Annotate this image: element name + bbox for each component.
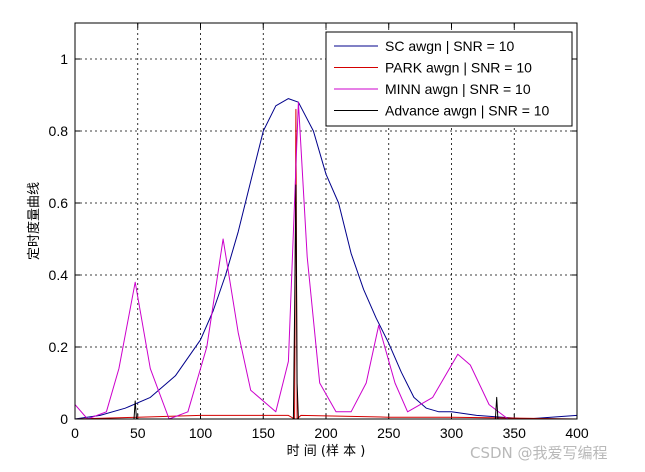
x-tick-label: 250 <box>377 425 401 441</box>
y-tick-label: 0 <box>60 411 68 427</box>
legend-label: MINN awgn | SNR = 10 <box>385 81 531 97</box>
x-tick-label: 0 <box>71 425 79 441</box>
series-line-2 <box>74 101 577 420</box>
watermark-text: CSDN @我爱写编程 <box>470 444 608 462</box>
axis-ticks: 0 50 100 150 200 250 300 350 400 0 0.2 0.4 0.6 0.8 1 <box>49 23 589 441</box>
x-tick-label: 50 <box>130 425 146 441</box>
y-axis-label: 定时度量曲线 <box>26 182 42 260</box>
x-tick-label: 150 <box>252 425 276 441</box>
legend: SC awgn | SNR = 10 PARK awgn | SNR = 10 MI… <box>325 31 573 127</box>
series-line-3 <box>75 184 577 420</box>
x-tick-label: 300 <box>440 425 464 441</box>
y-tick-label: 0.4 <box>49 267 69 283</box>
series-line-0 <box>74 98 578 420</box>
y-tick-label: 0.6 <box>49 195 69 211</box>
legend-label: PARK awgn | SNR = 10 <box>385 60 532 76</box>
legend-label: SC awgn | SNR = 10 <box>385 38 515 54</box>
y-tick-label: 0.8 <box>49 123 69 139</box>
plot-border <box>74 22 578 420</box>
series-lines <box>74 98 578 420</box>
legend-label: Advance awgn | SNR = 10 <box>385 103 550 119</box>
x-tick-label: 400 <box>565 425 589 441</box>
x-tick-label: 350 <box>503 425 527 441</box>
x-tick-label: 200 <box>314 425 338 441</box>
y-tick-label: 1 <box>60 51 68 67</box>
x-axis-label: 时 间 (样 本 ) <box>287 444 366 459</box>
x-tick-label: 100 <box>189 425 213 441</box>
y-tick-label: 0.2 <box>49 339 69 355</box>
